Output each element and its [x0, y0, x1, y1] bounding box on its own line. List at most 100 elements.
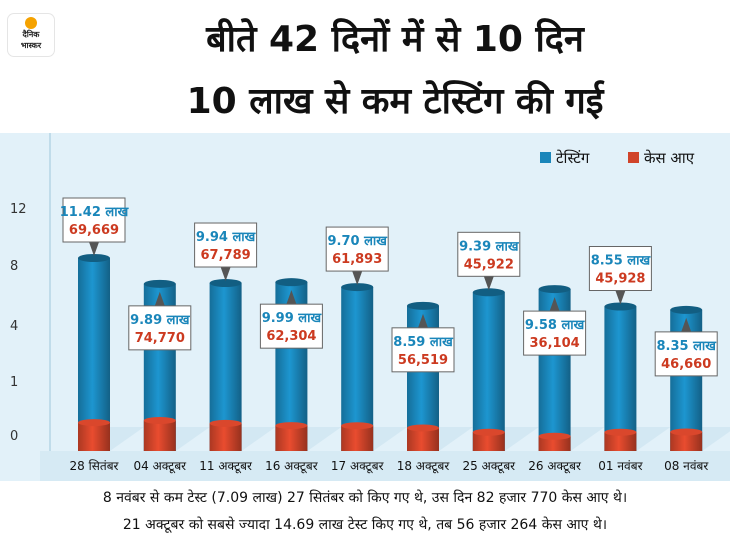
callout-pointer	[89, 242, 99, 257]
testing-data-label: 9.58 लाख	[525, 318, 586, 333]
cases-data-label: 69,669	[69, 223, 119, 238]
bar-cases-top	[78, 419, 110, 427]
bar-cases	[341, 425, 374, 451]
bar-cases	[209, 423, 242, 451]
bar-cases-top	[604, 428, 637, 436]
bar-testing-top	[604, 302, 637, 311]
bar-testing-top	[407, 301, 439, 310]
bar-testing	[472, 292, 505, 451]
bar-cases-top	[472, 428, 505, 436]
bar-cases	[472, 432, 505, 451]
x-axis-band	[40, 451, 730, 481]
callout-box	[523, 310, 587, 356]
testing-cases-chart: 0 1 4 8 12 11.42 लाख 69,669 28 सितंबर 9.89 लाख 74…	[10, 133, 730, 481]
bar-cases	[78, 422, 110, 451]
x-category-label: 25 अक्टूबर	[462, 459, 516, 474]
bar-cases	[538, 436, 571, 451]
bar-cases-top	[209, 419, 242, 427]
bar-testing-top	[143, 279, 176, 288]
callout-pointer	[352, 271, 363, 286]
y-tick-label: 12	[10, 202, 27, 217]
y-tick-label: 0	[10, 429, 18, 444]
bar-testing-top	[472, 288, 505, 297]
footnote-line-1: 8 नवंबर से कम टेस्ट (7.09 लाख) 27 सितंबर…	[102, 490, 628, 506]
callout-pointer	[615, 290, 626, 305]
x-category-label: 08 नवंबर	[664, 459, 709, 473]
bar-testing	[604, 306, 637, 451]
bar-cases-top	[407, 424, 439, 432]
callout-box	[654, 331, 718, 377]
dainik-bhaskar-logo: दैनिक भास्कर	[8, 14, 54, 56]
callout-box	[325, 226, 389, 272]
cases-data-label: 45,922	[464, 257, 514, 272]
y-tick-label: 8	[10, 259, 18, 274]
bar-cases-top	[143, 417, 176, 424]
headline-line-2: 10 लाख से कम टेस्टिंग की गई	[186, 81, 604, 122]
bar-cases-top	[538, 432, 571, 440]
legend-label-testing: टेस्टिंग	[556, 149, 590, 167]
testing-data-label: 9.94 लाख	[196, 230, 257, 245]
legend-swatch-testing	[540, 152, 551, 163]
x-category-label: 18 अक्टूबर	[397, 459, 451, 474]
callout-pointer	[681, 317, 692, 332]
bar-cases	[604, 432, 637, 451]
bar-cases	[407, 427, 439, 451]
testing-data-label: 9.70 लाख	[327, 234, 388, 249]
bar-testing-top	[275, 278, 308, 287]
legend-label-cases: केस आए	[644, 149, 695, 167]
y-tick-label: 1	[10, 375, 18, 390]
bar-testing-top	[209, 279, 242, 288]
callout-pointer	[286, 290, 297, 305]
x-category-label: 11 अक्टूबर	[199, 459, 253, 474]
cases-data-label: 62,304	[266, 329, 316, 344]
cases-data-label: 67,789	[201, 248, 251, 263]
x-category-label: 26 अक्टूबर	[528, 459, 582, 474]
bar-cases	[275, 425, 308, 451]
bar-cases	[670, 431, 703, 451]
footnote-line-2: 21 अक्टूबर को सबसे ज्यादा 14.69 लाख टेस्…	[122, 517, 608, 533]
x-category-label: 16 अक्टूबर	[265, 459, 319, 474]
testing-data-label: 9.89 लाख	[130, 313, 191, 328]
callout-box	[128, 305, 192, 351]
cases-data-label: 56,519	[398, 353, 448, 368]
callout-pointer	[220, 267, 231, 282]
cases-data-label: 45,928	[595, 272, 645, 287]
bar-testing	[78, 258, 110, 451]
callout-pointer	[418, 313, 428, 328]
testing-data-label: 8.35 लाख	[656, 339, 717, 354]
testing-data-label: 9.39 लाख	[459, 239, 520, 254]
callout-box	[588, 246, 652, 292]
bar-testing-top	[78, 254, 110, 263]
legend-swatch-cases	[628, 152, 639, 163]
cases-data-label: 36,104	[530, 336, 580, 351]
bar-cases	[143, 420, 176, 451]
testing-data-label: 9.99 लाख	[262, 311, 323, 326]
bar-cases-top	[275, 422, 308, 430]
cases-data-label: 74,770	[135, 331, 185, 346]
callout-box	[62, 197, 126, 243]
testing-data-label: 8.55 लाख	[591, 254, 652, 269]
y-tick-label: 4	[10, 319, 18, 334]
bar-cases-top	[341, 422, 374, 430]
chart-area: 0 1 4 8 12 11.42 लाख 69,669 28 सितंबर 9.89 लाख 74…	[0, 133, 730, 481]
callout-box	[194, 222, 258, 268]
callout-box	[259, 303, 323, 349]
callout-pointer	[483, 276, 494, 291]
cases-data-label: 61,893	[332, 252, 382, 267]
headline-line-1: बीते 42 दिनों में से 10 दिन	[206, 19, 584, 60]
logo-line-2: भास्कर	[20, 41, 42, 50]
testing-data-label: 11.42 लाख	[60, 205, 130, 220]
x-category-label: 28 सितंबर	[70, 459, 120, 473]
callout-box	[457, 231, 521, 277]
testing-data-label: 8.59 लाख	[393, 335, 454, 350]
cases-data-label: 46,660	[661, 357, 711, 372]
x-category-label: 01 नवंबर	[598, 459, 643, 473]
bar-cases-top	[670, 428, 703, 436]
bar-testing-top	[670, 305, 703, 314]
bar-testing-top	[341, 283, 374, 292]
x-category-label: 17 अक्टूबर	[331, 459, 385, 474]
x-category-label: 04 अक्टूबर	[133, 459, 187, 474]
bar-testing-top	[538, 285, 571, 294]
callout-box	[391, 327, 455, 373]
callout-pointer	[154, 291, 165, 306]
